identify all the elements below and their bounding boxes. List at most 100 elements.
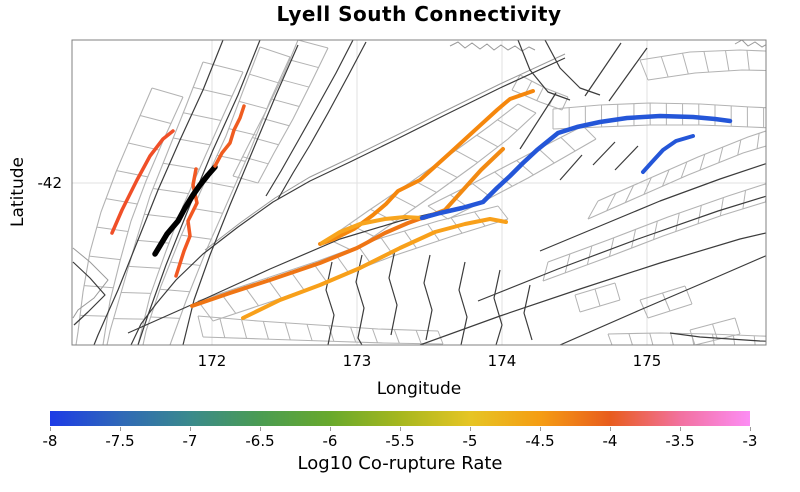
- fault-section-rung: [777, 127, 778, 143]
- fault-section-rung: [649, 333, 654, 345]
- fault-section-rung: [181, 234, 212, 240]
- colorbar-tick--7.5: -7.5: [105, 432, 135, 450]
- fault-trace-dark: [493, 269, 503, 345]
- co-rupture-path: [320, 215, 424, 245]
- fault-section-rung: [680, 161, 688, 179]
- fault-section-rung: [202, 61, 244, 73]
- fault-trace-dark: [544, 40, 601, 96]
- fault-section-rung: [670, 333, 674, 345]
- co-rupture-path: [213, 104, 246, 168]
- colorbar-tickmark: [330, 427, 331, 431]
- fault-section-rung: [159, 288, 190, 293]
- fault-section-rung: [653, 220, 658, 240]
- fault-trace-dark: [265, 40, 354, 197]
- fault-section-rung: [684, 285, 693, 305]
- fault-section-rung: [259, 46, 291, 58]
- fault-section-rung: [128, 265, 160, 269]
- fault-section-rung: [719, 197, 724, 217]
- fault-section-rung: [116, 170, 148, 178]
- colorbar-tickmark: [190, 427, 191, 431]
- fault-section-rung: [586, 245, 593, 265]
- colorbar-tick--3: -3: [742, 432, 758, 450]
- fault-section-rung: [718, 146, 724, 163]
- fault-section-rung: [564, 253, 571, 273]
- fault-section-rail: [607, 332, 766, 337]
- fault-section-rung: [746, 50, 750, 71]
- fault-section-rung: [238, 100, 268, 110]
- fault-section-rung: [699, 154, 706, 171]
- fault-section-rung: [271, 98, 300, 107]
- co-rupture-path: [318, 89, 535, 246]
- colorbar-tick--5: -5: [462, 432, 478, 450]
- fault-section-rung: [284, 322, 291, 341]
- fault-section-rung: [262, 117, 290, 127]
- fault-trace-light: [204, 53, 566, 251]
- fault-section-rung: [734, 317, 741, 335]
- fault-section-rung: [306, 324, 313, 341]
- fault-section-rung: [393, 329, 400, 344]
- fault-section-rung: [139, 115, 172, 124]
- fault-section-rung: [737, 139, 742, 156]
- fault-section-rung: [607, 333, 613, 345]
- x-axis-label: Longitude: [376, 379, 462, 399]
- fault-trace-dark: [519, 92, 557, 150]
- fault-section-rung: [732, 334, 736, 345]
- fault-section-rail: [327, 103, 519, 240]
- colorbar-tick--4: -4: [602, 432, 618, 450]
- fault-section-rung: [476, 134, 499, 148]
- fault-section-rung: [151, 87, 184, 98]
- fault-section-rung: [497, 119, 518, 131]
- fault-section-rung: [536, 86, 544, 101]
- fault-section-rung: [173, 137, 211, 146]
- fault-section-rung: [682, 53, 689, 75]
- fault-trace-dark: [325, 261, 335, 345]
- colorbar-tick--6.5: -6.5: [245, 432, 275, 450]
- fault-section-rung: [697, 205, 702, 224]
- fault-section-rung: [193, 207, 223, 214]
- fault-section-rung: [662, 292, 671, 312]
- fault-section-rung: [711, 334, 715, 345]
- fault-section-rung: [391, 194, 416, 208]
- colorbar-tickmark: [50, 427, 51, 431]
- fault-trace-light: [72, 247, 109, 319]
- fault-trace-dark: [355, 254, 365, 345]
- x-tick-175: 175: [632, 352, 662, 370]
- fault-trace-dark: [423, 254, 433, 341]
- y-axis-label: Latitude: [8, 157, 28, 227]
- fault-trace-dark: [72, 261, 106, 326]
- fault-section-rail: [197, 315, 439, 332]
- fault-trace-dark: [559, 154, 583, 181]
- x-tick-173: 173: [342, 352, 372, 370]
- fault-section-rung: [511, 74, 521, 91]
- fault-section-rung: [742, 190, 747, 209]
- fault-trace-dark: [614, 145, 639, 171]
- fault-trace-dark: [669, 332, 766, 342]
- fault-section-rung: [404, 230, 417, 249]
- fault-section-rung: [538, 148, 555, 164]
- colorbar-tick--5.5: -5.5: [385, 432, 415, 450]
- fault-section-rung: [150, 316, 180, 319]
- colorbar-tickmark: [470, 427, 471, 431]
- fault-section-rail: [257, 47, 329, 184]
- fault-section-rail: [552, 102, 766, 110]
- fault-section-rung: [193, 86, 233, 97]
- fault-section-rung: [712, 323, 718, 340]
- fault-section-rung: [631, 229, 637, 249]
- co-rupture-path: [174, 167, 199, 278]
- colorbar-tick--3.5: -3.5: [665, 432, 695, 450]
- co-rupture-path: [241, 217, 508, 320]
- fault-section-rung: [675, 212, 680, 232]
- fault-section-rail: [542, 201, 766, 282]
- fault-trace-dark: [592, 141, 616, 166]
- fault-trace-dark: [477, 195, 766, 302]
- fault-trace-dark: [127, 210, 443, 334]
- fault-section-rung: [415, 330, 422, 344]
- colorbar-tick--7: -7: [182, 432, 198, 450]
- fault-section-rung: [660, 56, 669, 78]
- map-content: [72, 40, 778, 345]
- fault-section-rung: [689, 329, 696, 345]
- fault-section-rung: [639, 299, 649, 319]
- fault-trace-dark: [388, 249, 398, 336]
